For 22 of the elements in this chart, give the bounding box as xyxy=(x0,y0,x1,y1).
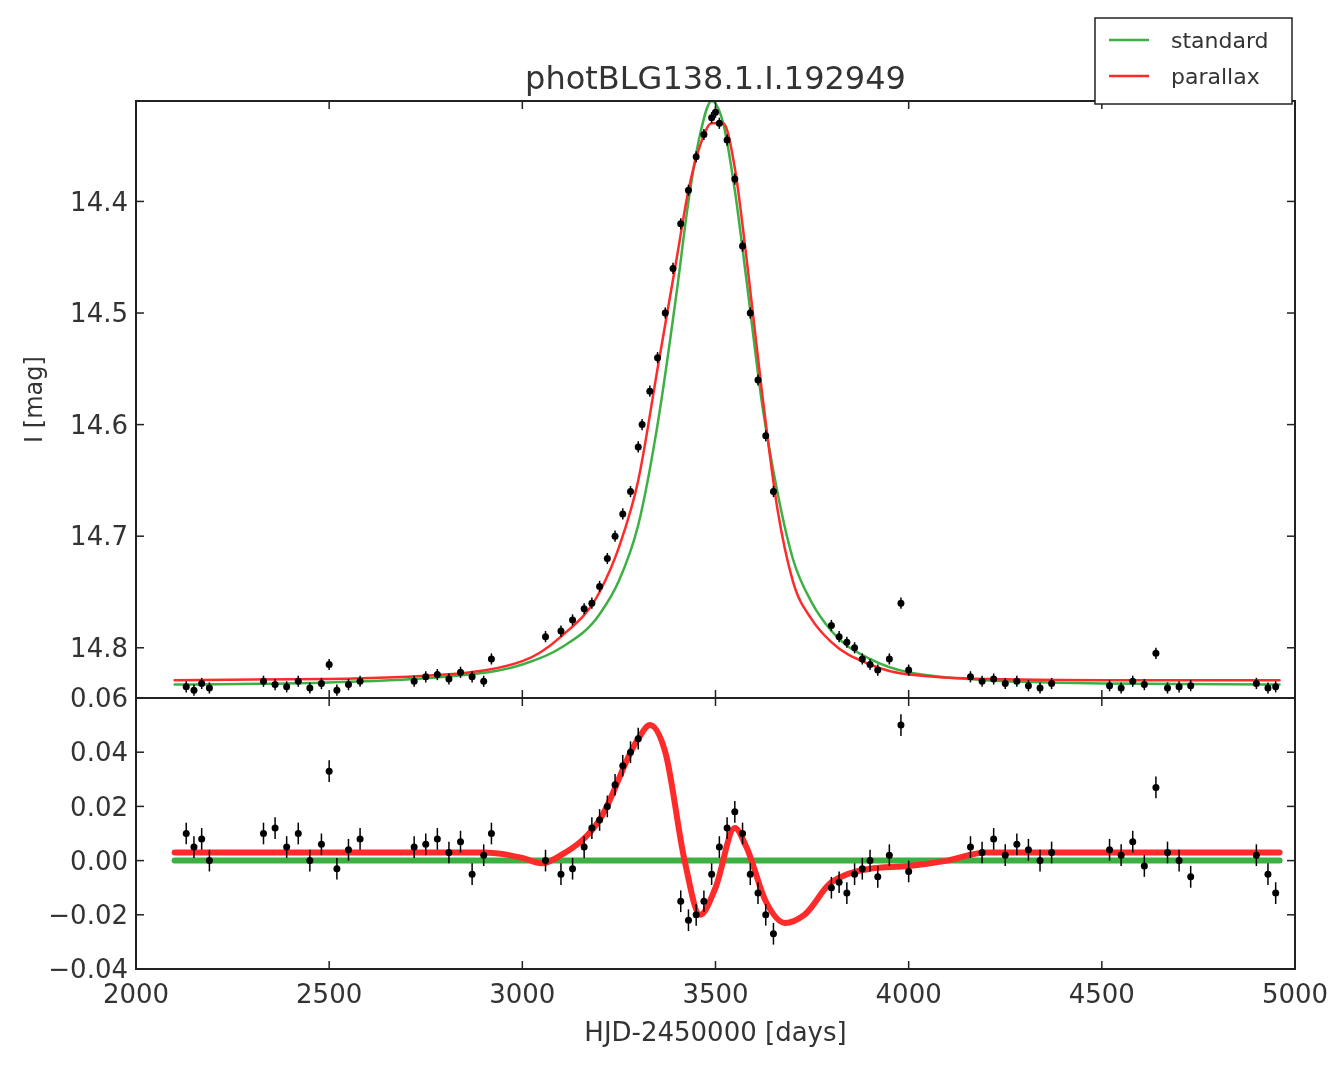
y-axis-title: I [mag] xyxy=(20,356,48,443)
y-tick-label: 14.8 xyxy=(70,632,128,663)
x-axis-title: HJD-2450000 [days] xyxy=(584,1017,847,1047)
x-tick-label: 4500 xyxy=(1068,979,1135,1009)
x-tick-label: 4000 xyxy=(875,979,942,1009)
chart-title: photBLG138.1.I.192949 xyxy=(525,59,906,97)
y-tick-label: 0.06 xyxy=(70,683,128,714)
x-tick-label: 3000 xyxy=(489,979,556,1009)
y-tick-label: 14.4 xyxy=(70,186,128,217)
x-tick-label: 2500 xyxy=(296,979,363,1009)
x-tick-label: 5000 xyxy=(1261,979,1329,1009)
x-tick-label: 2000 xyxy=(102,979,170,1009)
y-tick-label: 0.04 xyxy=(70,737,128,768)
legend-label: standard xyxy=(1171,27,1269,53)
y-tick-label: 14.6 xyxy=(70,409,128,440)
x-tick-label: 3500 xyxy=(682,979,749,1009)
y-tick-label: 14.7 xyxy=(70,521,128,552)
y-tick-label: −0.02 xyxy=(48,899,128,930)
legend-label: parallax xyxy=(1171,63,1260,89)
y-tick-label: 14.5 xyxy=(70,298,128,329)
y-tick-label: 0.00 xyxy=(70,845,128,876)
y-tick-label: 0.02 xyxy=(70,791,128,822)
